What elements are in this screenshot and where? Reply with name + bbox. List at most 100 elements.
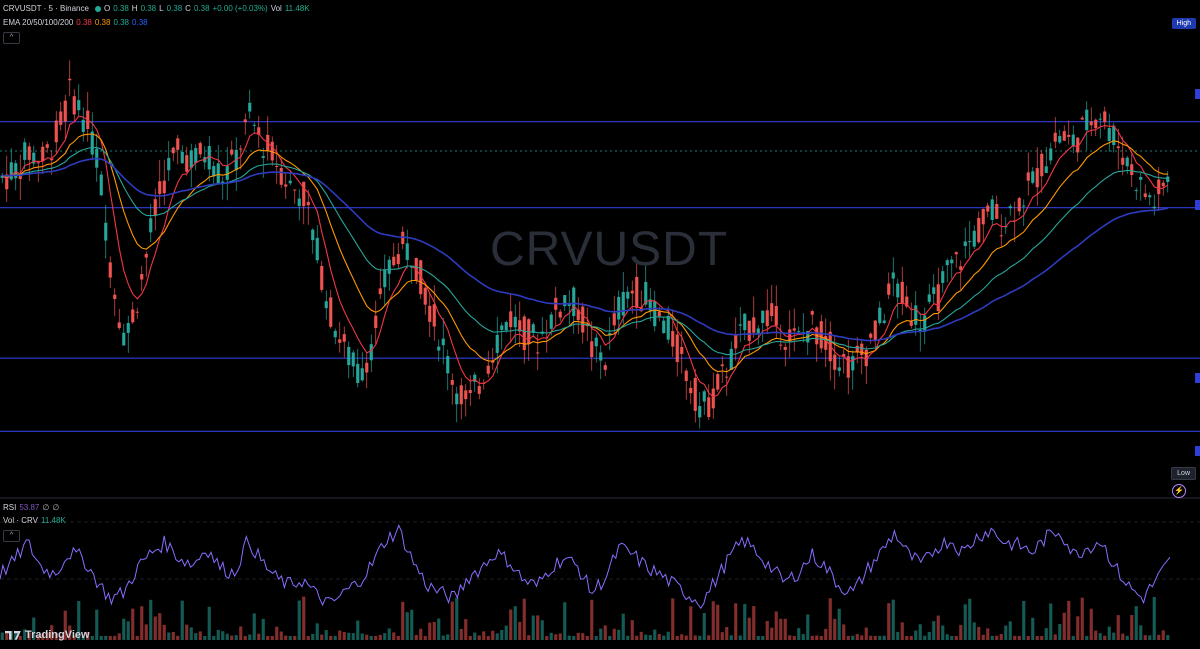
volume-bar bbox=[590, 599, 594, 640]
candle-body bbox=[941, 271, 945, 283]
volume-bar bbox=[896, 631, 900, 640]
candle-body bbox=[747, 320, 751, 341]
candle-body bbox=[504, 322, 508, 331]
volume-bar bbox=[680, 634, 684, 640]
volume-bar bbox=[351, 633, 355, 640]
volume-bar bbox=[963, 604, 967, 640]
collapse-lower-legend-button[interactable]: ^ bbox=[3, 530, 20, 542]
volume-bar bbox=[653, 629, 657, 640]
candle-body bbox=[833, 354, 837, 370]
candle-body bbox=[869, 333, 873, 338]
level-scale-marker[interactable] bbox=[1195, 200, 1200, 210]
volume-bar bbox=[1161, 630, 1165, 640]
ema200-line bbox=[2, 157, 1168, 342]
symbol-title[interactable]: CRVUSDT · 5 · Binance bbox=[3, 4, 89, 13]
candle-body bbox=[122, 332, 126, 346]
candle-body bbox=[486, 365, 490, 374]
volume-bar bbox=[671, 598, 675, 640]
volume-bar bbox=[1035, 636, 1039, 640]
candle-body bbox=[518, 320, 522, 332]
candle-body bbox=[531, 324, 535, 334]
high-tag[interactable]: High bbox=[1171, 18, 1196, 29]
volume-bar bbox=[747, 617, 751, 640]
vol-legend-label: Vol · CRV bbox=[3, 516, 38, 525]
candle-body bbox=[774, 305, 778, 326]
volume-bar bbox=[428, 622, 432, 640]
candle-body bbox=[428, 305, 432, 322]
collapse-legend-button[interactable]: ^ bbox=[3, 32, 20, 44]
volume-bar bbox=[765, 620, 769, 640]
volume-bar bbox=[32, 617, 36, 640]
candle-body bbox=[104, 222, 108, 241]
candle-body bbox=[275, 165, 279, 167]
volume-bar bbox=[117, 633, 121, 640]
ema20-value: 0.38 bbox=[76, 18, 92, 27]
volume-bar bbox=[14, 631, 18, 640]
volume-bar bbox=[756, 635, 760, 640]
candle-body bbox=[158, 181, 162, 194]
candle-body bbox=[1161, 182, 1165, 187]
level-scale-marker[interactable] bbox=[1195, 446, 1200, 456]
volume-bar bbox=[981, 634, 985, 640]
candle-body bbox=[149, 218, 153, 233]
volume-bar bbox=[500, 630, 504, 640]
volume-bar bbox=[576, 632, 580, 640]
volume-bar bbox=[306, 635, 310, 640]
candle-body bbox=[5, 174, 9, 190]
volume-bar bbox=[635, 635, 639, 640]
rsi-legend[interactable]: RSI 53.87 ∅ ∅ bbox=[3, 503, 62, 512]
candle-body bbox=[1139, 176, 1143, 180]
volume-bar bbox=[752, 606, 756, 640]
candle-body bbox=[477, 385, 481, 394]
volume-bar bbox=[288, 636, 292, 640]
candle-body bbox=[617, 296, 621, 320]
volume-bar bbox=[855, 634, 859, 640]
candle-body bbox=[788, 329, 792, 342]
volume-bar bbox=[702, 613, 706, 640]
candle-body bbox=[405, 243, 409, 260]
candle-body bbox=[603, 365, 607, 370]
candle-body bbox=[689, 387, 693, 394]
volume-bar bbox=[1166, 635, 1170, 640]
volume-bar bbox=[774, 611, 778, 640]
volume-bar bbox=[734, 603, 738, 640]
candle-body bbox=[387, 259, 391, 274]
candle-body bbox=[185, 155, 189, 172]
lightning-icon[interactable]: ⚡ bbox=[1172, 484, 1186, 498]
level-scale-marker[interactable] bbox=[1195, 373, 1200, 383]
low-label: L bbox=[159, 4, 164, 13]
candle-body bbox=[311, 229, 315, 241]
volume-bar bbox=[1098, 633, 1102, 640]
candle-body bbox=[734, 335, 738, 349]
candle-body bbox=[63, 100, 67, 122]
volume-bar bbox=[864, 627, 868, 640]
candle-body bbox=[707, 397, 711, 418]
volume-bar bbox=[1017, 635, 1021, 640]
candle-body bbox=[423, 287, 427, 305]
ema-legend[interactable]: EMA 20/50/100/200 0.38 0.38 0.38 0.38 bbox=[3, 18, 151, 27]
low-tag[interactable]: Low bbox=[1171, 467, 1196, 480]
volume-bar bbox=[329, 635, 333, 640]
volume-bar bbox=[45, 632, 49, 640]
candle-body bbox=[153, 199, 157, 216]
candle-body bbox=[1035, 168, 1039, 188]
candle-body bbox=[374, 315, 378, 329]
candle-body bbox=[918, 329, 922, 332]
candle-body bbox=[882, 320, 886, 323]
volume-bar bbox=[293, 635, 297, 640]
candle-body bbox=[1103, 111, 1107, 123]
level-scale-marker[interactable] bbox=[1195, 89, 1200, 99]
candle-body bbox=[693, 377, 697, 411]
candle-body bbox=[572, 287, 576, 317]
volume-bar bbox=[495, 633, 499, 640]
candle-body bbox=[126, 323, 130, 333]
tradingview-logo[interactable]: TradingView bbox=[5, 629, 90, 641]
volume-bar bbox=[23, 629, 27, 640]
volume-legend[interactable]: Vol · CRV 11.48K bbox=[3, 516, 69, 525]
volume-bar bbox=[383, 633, 387, 640]
candle-body bbox=[1080, 117, 1084, 120]
volume-bar bbox=[144, 624, 148, 640]
volume-bar bbox=[891, 599, 895, 640]
candle-body bbox=[99, 174, 103, 196]
